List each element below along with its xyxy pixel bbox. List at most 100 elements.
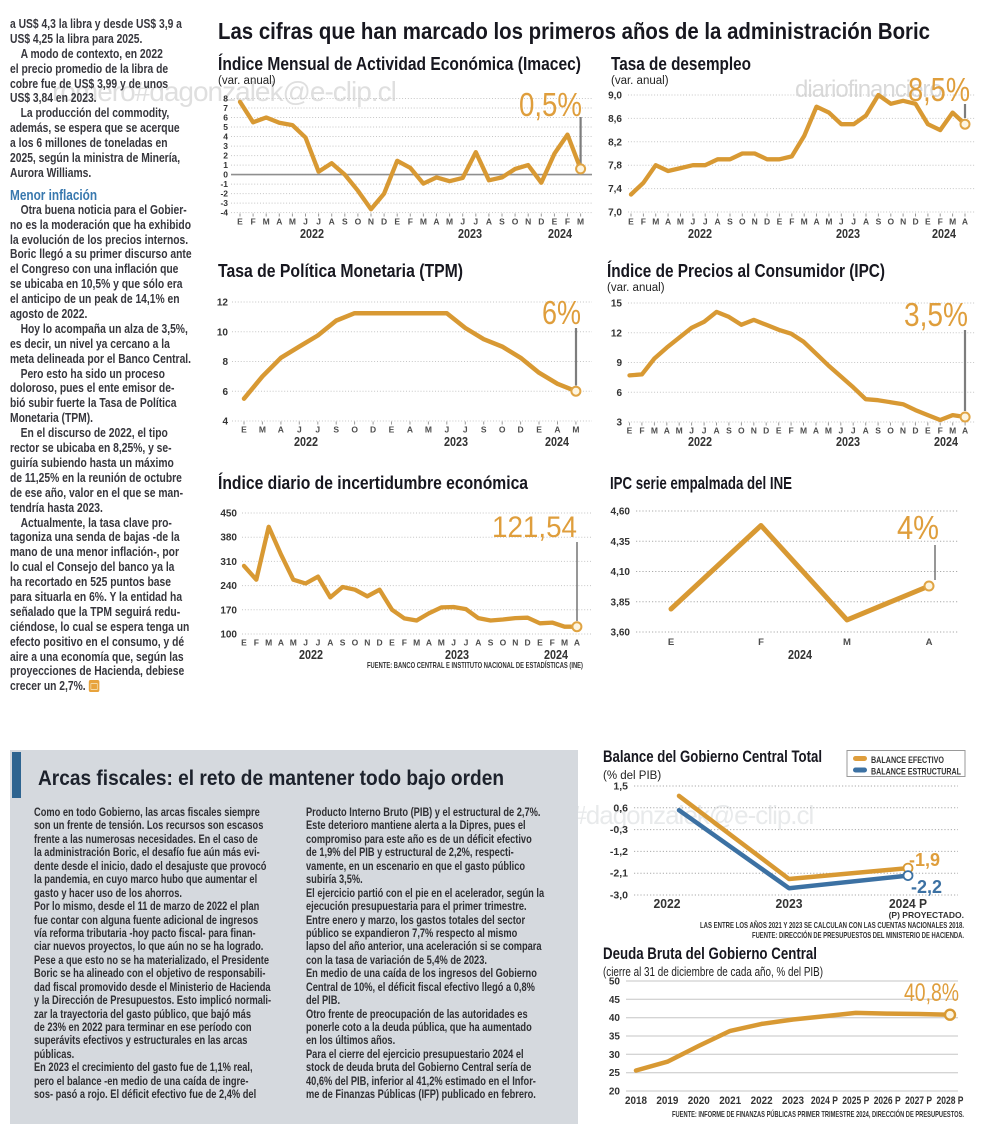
- svg-text:A: A: [278, 425, 284, 435]
- svg-text:D: D: [538, 217, 544, 227]
- svg-text:2023: 2023: [458, 227, 482, 241]
- svg-text:-3,0: -3,0: [610, 889, 628, 901]
- svg-text:6: 6: [222, 387, 228, 398]
- svg-text:2028 P: 2028 P: [937, 1095, 964, 1107]
- svg-text:M: M: [949, 217, 956, 227]
- svg-text:40,8%: 40,8%: [904, 979, 959, 1007]
- svg-text:7: 7: [223, 103, 228, 113]
- svg-text:O: O: [500, 638, 507, 648]
- svg-text:2019: 2019: [656, 1095, 678, 1107]
- svg-text:F: F: [789, 217, 794, 227]
- svg-text:D: D: [912, 217, 918, 227]
- svg-text:2024 P: 2024 P: [889, 897, 927, 911]
- svg-text:J: J: [460, 217, 465, 227]
- svg-text:7,0: 7,0: [608, 208, 622, 219]
- svg-text:Índice de Precios al Consumido: Índice de Precios al Consumidor (IPC): [607, 260, 885, 281]
- svg-text:A: A: [863, 426, 869, 436]
- svg-text:3: 3: [223, 141, 228, 151]
- svg-text:25: 25: [609, 1068, 621, 1079]
- svg-text:N: N: [900, 217, 906, 227]
- svg-text:J: J: [464, 638, 469, 648]
- svg-text:4%: 4%: [897, 509, 939, 546]
- svg-text:310: 310: [220, 557, 237, 568]
- svg-text:A: A: [574, 638, 580, 648]
- svg-text:2022: 2022: [688, 435, 712, 449]
- svg-text:M: M: [259, 425, 266, 435]
- svg-text:3,60: 3,60: [611, 628, 631, 639]
- svg-text:E: E: [241, 638, 247, 648]
- svg-text:A: A: [813, 217, 819, 227]
- svg-text:S: S: [876, 217, 882, 227]
- svg-text:2023: 2023: [444, 435, 468, 449]
- svg-text:BALANCE EFECTIVO: BALANCE EFECTIVO: [871, 755, 944, 765]
- svg-text:3,85: 3,85: [611, 597, 631, 608]
- svg-text:2022: 2022: [654, 897, 681, 911]
- svg-text:M: M: [263, 217, 270, 227]
- svg-text:2023: 2023: [836, 435, 860, 449]
- svg-text:2022: 2022: [299, 648, 323, 662]
- svg-text:2027 P: 2027 P: [905, 1095, 932, 1107]
- svg-text:A: A: [426, 638, 432, 648]
- svg-text:J: J: [451, 638, 456, 648]
- svg-text:5: 5: [223, 122, 228, 132]
- svg-text:8,5%: 8,5%: [908, 71, 970, 108]
- svg-text:(var. anual): (var. anual): [611, 75, 669, 87]
- svg-text:E: E: [241, 425, 247, 435]
- svg-text:F: F: [550, 638, 555, 648]
- svg-text:J: J: [297, 425, 302, 435]
- svg-text:J: J: [463, 425, 468, 435]
- svg-text:Arcas fiscales: el reto de man: Arcas fiscales: el reto de mantener todo…: [38, 766, 504, 790]
- svg-text:121,54: 121,54: [492, 511, 577, 544]
- svg-text:3,5%: 3,5%: [904, 296, 968, 333]
- svg-text:10: 10: [217, 327, 229, 338]
- svg-text:M: M: [438, 638, 445, 648]
- svg-text:7,4: 7,4: [608, 184, 622, 195]
- svg-text:2020: 2020: [688, 1095, 710, 1107]
- svg-text:0,6: 0,6: [613, 802, 628, 814]
- svg-text:4,60: 4,60: [611, 507, 631, 518]
- svg-text:F: F: [938, 217, 943, 227]
- svg-text:M: M: [265, 638, 272, 648]
- svg-text:2024: 2024: [934, 435, 958, 449]
- svg-text:IPC serie empalmada del INE: IPC serie empalmada del INE: [610, 473, 792, 493]
- svg-text:2024: 2024: [788, 648, 812, 662]
- svg-text:A: A: [926, 637, 933, 648]
- svg-text:F: F: [641, 217, 646, 227]
- svg-text:A: A: [664, 426, 670, 436]
- svg-text:E: E: [237, 217, 243, 227]
- svg-text:F: F: [565, 217, 570, 227]
- svg-text:A: A: [713, 426, 719, 436]
- svg-text:D: D: [525, 638, 531, 648]
- svg-text:M: M: [577, 217, 584, 227]
- svg-text:BALANCE ESTRUCTURAL: BALANCE ESTRUCTURAL: [871, 767, 961, 777]
- svg-text:40: 40: [609, 1013, 621, 1024]
- svg-text:S: S: [727, 217, 733, 227]
- svg-text:F: F: [250, 217, 255, 227]
- svg-text:2025 P: 2025 P: [842, 1095, 869, 1107]
- svg-text:30: 30: [609, 1050, 621, 1061]
- svg-text:D: D: [370, 425, 376, 435]
- svg-text:Tasa de desempleo: Tasa de desempleo: [611, 53, 751, 74]
- svg-text:N: N: [368, 217, 374, 227]
- svg-text:A: A: [327, 638, 333, 648]
- svg-text:2: 2: [223, 151, 228, 161]
- svg-text:9,0: 9,0: [608, 91, 622, 102]
- svg-text:M: M: [825, 217, 832, 227]
- svg-text:N: N: [525, 217, 531, 227]
- svg-text:240: 240: [220, 581, 237, 592]
- svg-text:A: A: [486, 217, 492, 227]
- svg-text:O: O: [738, 426, 745, 436]
- svg-text:2026 P: 2026 P: [874, 1095, 901, 1107]
- svg-text:4,10: 4,10: [611, 567, 631, 578]
- svg-text:A: A: [962, 217, 968, 227]
- svg-text:E: E: [668, 637, 674, 648]
- svg-text:15: 15: [611, 299, 623, 310]
- svg-text:0: 0: [223, 170, 228, 180]
- svg-text:M: M: [801, 217, 808, 227]
- svg-text:2022: 2022: [300, 227, 324, 241]
- svg-text:3: 3: [616, 418, 622, 429]
- svg-text:A: A: [407, 425, 413, 435]
- svg-text:2023: 2023: [782, 1095, 804, 1107]
- svg-text:8: 8: [223, 94, 228, 104]
- svg-text:Las cifras que han marcado los: Las cifras que han marcado los primeros …: [218, 18, 930, 44]
